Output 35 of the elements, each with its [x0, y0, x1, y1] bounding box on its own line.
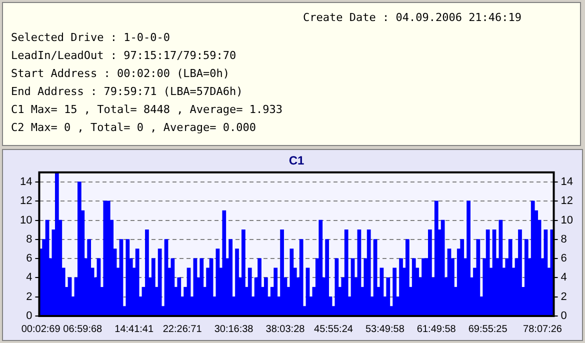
text: End Address : 79:59:71 (LBA=57DA6h)	[11, 84, 244, 100]
y2-tick-label: 10	[560, 214, 574, 226]
y-tick-label: 6	[26, 252, 32, 265]
x-tick-label: 06:59:68	[63, 324, 103, 335]
y2-tick-label: 12	[560, 195, 574, 208]
text: Create Date : 04.09.2006 21:46:19	[303, 10, 523, 26]
text: LeadIn/LeadOut : 97:15:17/79:59:70	[11, 48, 238, 64]
x-tick-label: 22:26:71	[162, 324, 202, 335]
x-tick-label: 14:41:41	[114, 324, 154, 335]
x-tick-label: 78:07:26	[523, 324, 562, 335]
y2-tick-label: 0	[560, 310, 567, 322]
y-tick-label: 8	[26, 233, 32, 246]
y-tick-label: 10	[20, 214, 32, 226]
chart-title: C1	[288, 154, 304, 168]
text: C2 Max= 0 , Total= 0 , Average= 0.000	[11, 120, 258, 136]
y2-tick-label: 14	[560, 176, 574, 188]
y-tick-label: 0	[26, 310, 32, 322]
y2-tick-label: 8	[560, 233, 567, 246]
y-tick-label: 14	[20, 176, 32, 188]
y-tick-label: 4	[26, 272, 32, 284]
y2-tick-label: 4	[560, 272, 567, 284]
x-tick-label: 69:55:25	[468, 324, 508, 335]
x-tick-label: 45:55:24	[314, 324, 354, 335]
text: Selected Drive : 1-0-0-0	[11, 30, 171, 46]
x-tick-label: 61:49:58	[416, 324, 456, 335]
x-tick-label: 53:49:58	[365, 324, 405, 335]
y2-tick-label: 2	[560, 290, 567, 303]
x-tick-label: 30:16:38	[214, 324, 254, 335]
text: C1 Max= 15 , Total= 8448 , Average= 1.933	[11, 102, 284, 118]
text: Start Address : 00:02:00 (LBA=0h)	[11, 66, 231, 82]
y2-tick-label: 6	[560, 252, 567, 265]
x-tick-label: 38:03:28	[266, 324, 306, 335]
x-tick-label: 00:02:69	[21, 324, 61, 335]
y-tick-label: 2	[26, 290, 32, 303]
y-tick-label: 12	[20, 195, 32, 208]
